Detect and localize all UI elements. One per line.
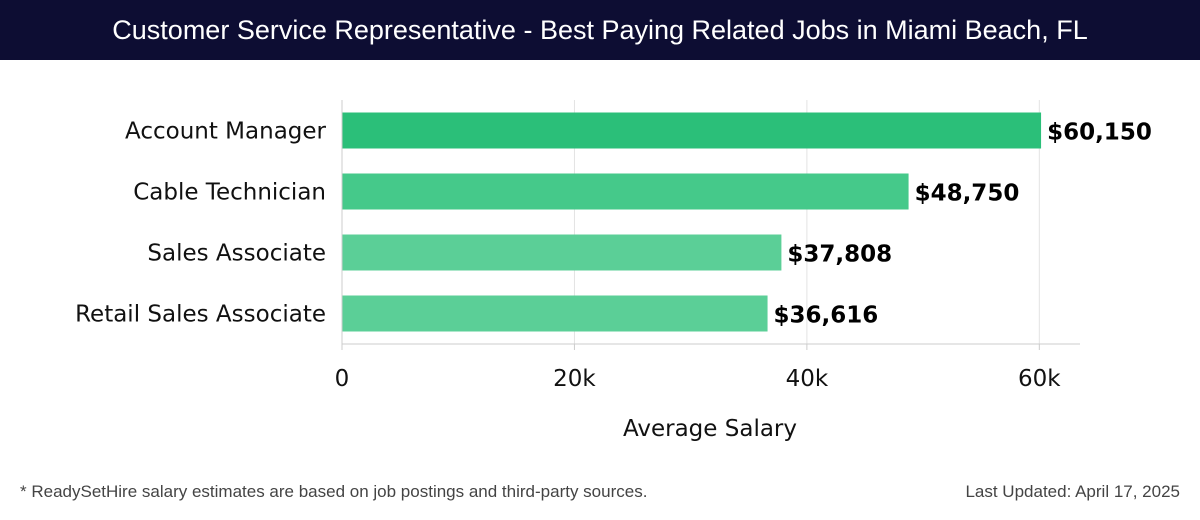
x-tick-label: 20k xyxy=(553,366,596,392)
footnote: * ReadySetHire salary estimates are base… xyxy=(20,482,648,501)
last-updated: Last Updated: April 17, 2025 xyxy=(965,482,1180,501)
value-label: $48,750 xyxy=(915,181,1020,207)
x-tick-label: 0 xyxy=(335,366,350,392)
category-label: Cable Technician xyxy=(133,180,326,206)
bar xyxy=(342,295,768,332)
category-label: Account Manager xyxy=(125,119,327,145)
bar-chart: Account Manager $60,150 Cable Technician $4… xyxy=(75,100,1152,442)
bar xyxy=(342,234,782,271)
value-label: $37,808 xyxy=(787,242,892,268)
chart-title: Customer Service Representative - Best P… xyxy=(112,14,1088,45)
bar xyxy=(342,112,1042,149)
category-label: Sales Associate xyxy=(147,241,326,267)
x-axis-title: Average Salary xyxy=(623,416,797,442)
x-tick-label: 60k xyxy=(1018,366,1061,392)
bar xyxy=(342,173,909,210)
x-tick-label: 40k xyxy=(786,366,829,392)
category-label: Retail Sales Associate xyxy=(75,302,326,328)
value-label: $60,150 xyxy=(1047,120,1152,146)
value-label: $36,616 xyxy=(774,303,879,329)
chart-title-bar: Customer Service Representative - Best P… xyxy=(0,0,1200,60)
